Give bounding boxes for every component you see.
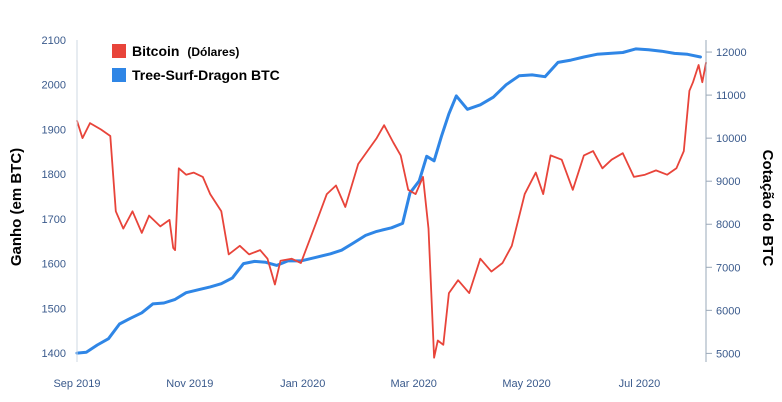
left-tick-label: 1700 [42,214,66,226]
left-tick-label: 2000 [42,80,66,92]
legend-swatch-bitcoin [112,44,126,58]
x-tick-label: Nov 2019 [166,378,213,390]
svg-text:Bitcoin (Dólares): Bitcoin (Dólares) [132,43,239,59]
right-tick-label: 11000 [716,90,746,102]
x-tick-label: Mar 2020 [390,378,436,390]
x-tick-label: Jan 2020 [280,378,325,390]
left-tick-label: 1400 [42,348,66,360]
legend: Bitcoin (Dólares) Tree-Surf-Dragon BTC [112,43,280,83]
legend-label-bitcoin: Bitcoin [132,43,179,59]
x-tick-label: Sep 2019 [53,378,100,390]
legend-label-tree-surf-dragon: Tree-Surf-Dragon BTC [132,67,280,83]
x-tick-label: May 2020 [502,378,550,390]
legend-swatch-tree-surf-dragon [112,68,126,82]
legend-sub-bitcoin: (Dólares) [187,45,239,59]
plot-lines [75,47,707,359]
legend-item-bitcoin[interactable]: Bitcoin (Dólares) [112,43,239,59]
right-tick-label: 7000 [716,262,740,274]
left-axis-title: Ganho (em BTC) [8,148,25,266]
series-line-tree-surf-dragon-btc [75,47,702,355]
right-tick-label: 8000 [716,219,740,231]
left-axis-ticks: 1400 1500 1600 1700 1800 1900 2000 2100 [42,35,66,360]
right-tick-label: 12000 [716,47,747,59]
right-tick-label: 6000 [716,305,740,317]
x-tick-label: Jul 2020 [619,378,661,390]
right-tick-label: 9000 [716,176,740,188]
series-line-bitcoin [76,61,707,359]
left-tick-label: 1500 [42,303,66,315]
right-tick-label: 5000 [716,348,740,360]
right-axis-ticks: 5000 6000 7000 8000 9000 10000 11000 12000 [706,47,747,360]
left-tick-label: 1900 [42,124,66,136]
left-tick-label: 1800 [42,169,66,181]
left-tick-label: 2100 [42,35,66,47]
x-axis-ticks: Sep 2019 Nov 2019 Jan 2020 Mar 2020 May 2020… [53,378,660,390]
left-tick-label: 1600 [42,259,66,271]
right-axis-title: Cotação do BTC [759,150,776,267]
legend-item-tree-surf-dragon[interactable]: Tree-Surf-Dragon BTC [112,67,280,83]
right-tick-label: 10000 [716,133,747,145]
